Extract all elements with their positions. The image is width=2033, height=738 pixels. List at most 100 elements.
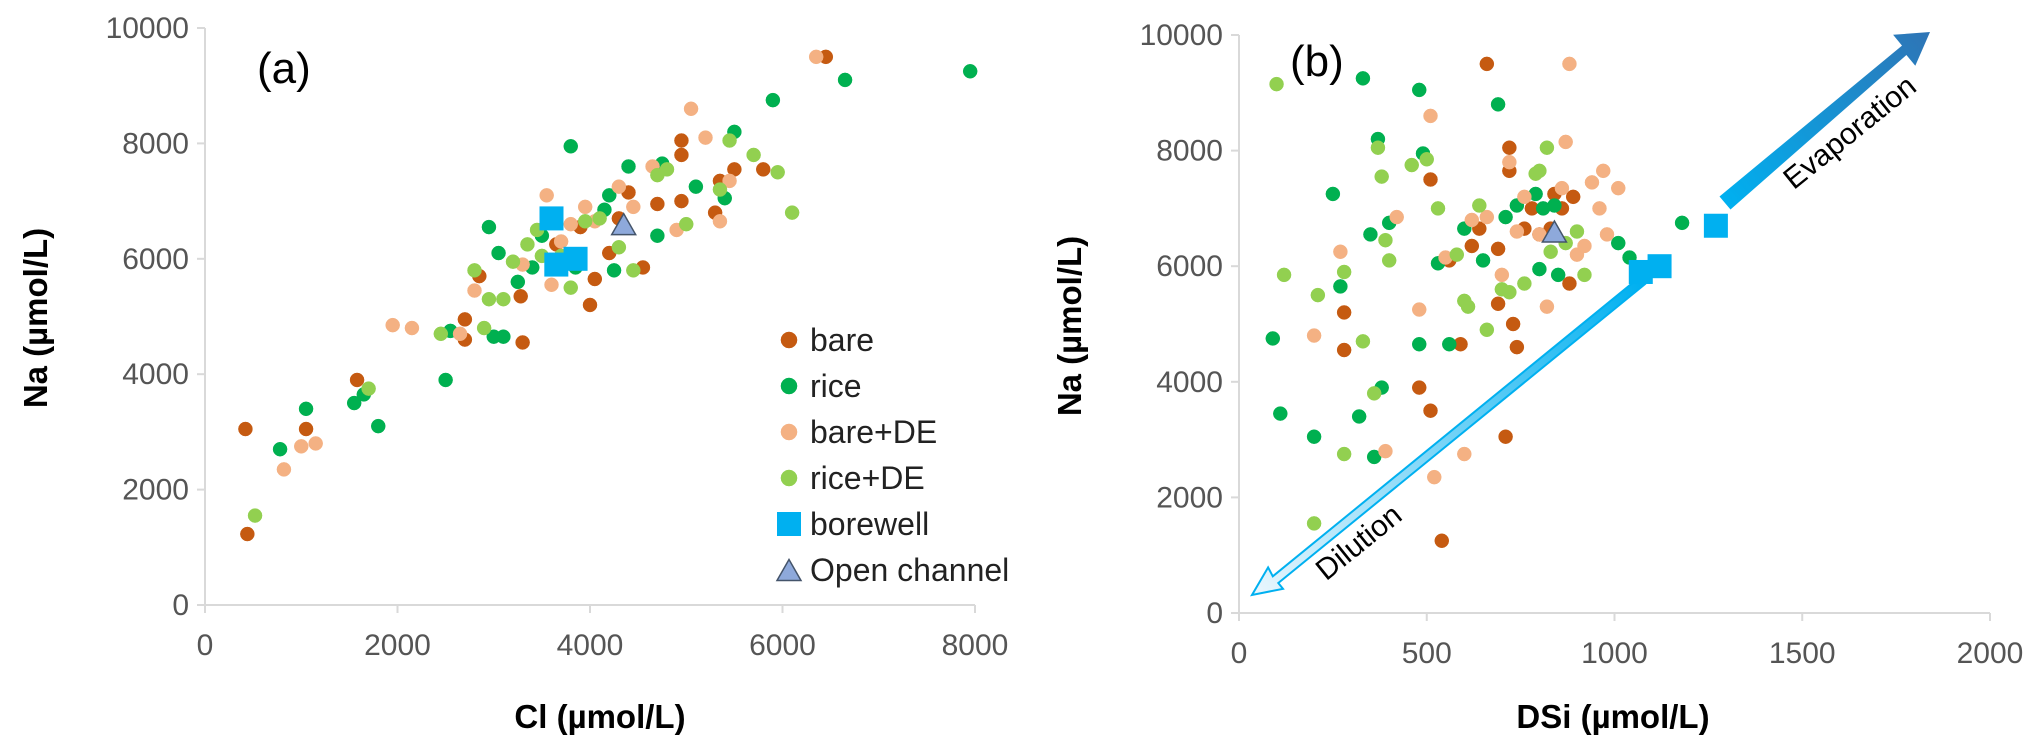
chart-b-point-rice [1611, 235, 1626, 251]
chart-a-point-rice [510, 274, 526, 290]
chart-b-point-borewell [1703, 213, 1728, 238]
chart-b-point-bare [1411, 380, 1427, 395]
chart-b-point-rice-plus-de [1404, 157, 1419, 173]
chart-b-point-bare-plus-de [1509, 224, 1525, 239]
chart-b-point-rice [1532, 261, 1547, 277]
chart-a-point-rice-plus-de [361, 381, 376, 396]
chart-b-point-bare-plus-de [1562, 56, 1577, 72]
chart-b-y-tick-label: 10000 [1140, 19, 1223, 52]
chart-b-point-rice-plus-de [1276, 267, 1292, 283]
chart-a-point-rice-plus-de [476, 320, 492, 336]
chart-a-point-bare [240, 526, 255, 542]
chart-b-point-rice [1306, 429, 1322, 444]
chart-b-point-rice-plus-de [1577, 267, 1592, 283]
chart-a-point-rice [438, 372, 453, 388]
chart-b-point-bare-plus-de [1539, 299, 1555, 314]
chart-b-point-rice-plus-de [1472, 198, 1487, 213]
chart-a-point-rice-plus-de [746, 147, 761, 163]
chart-a-point-rice [272, 441, 288, 457]
chart-b-point-bare-plus-de [1599, 227, 1615, 242]
chart-b-point-bare [1464, 238, 1480, 254]
chart-b-y-axis-title: Na (µmol/L) [1051, 236, 1088, 416]
chart-b-point-bare-plus-de [1517, 189, 1532, 205]
chart-a-point-rice [688, 179, 704, 194]
chart-a-point-rice [621, 159, 636, 174]
chart-a-y-tick-label: 4000 [122, 358, 189, 391]
chart-b-x-tick-label: 1500 [1769, 637, 1836, 670]
chart-b-point-rice-plus-de [1336, 264, 1352, 280]
legend-label-borewell: borewell [810, 506, 929, 542]
chart-b-point-rice-plus-de [1378, 232, 1393, 248]
chart-a-point-rice [602, 188, 617, 203]
chart-b-point-bare-plus-de [1333, 244, 1348, 259]
chart-b-point-rice-plus-de [1517, 276, 1532, 291]
chart-b-point-rice [1442, 336, 1457, 352]
legend-marker-bare-plus-de [780, 423, 798, 441]
chart-b-point-bare [1562, 276, 1577, 291]
chart-a-y-tick-label: 8000 [122, 127, 189, 160]
chart-a-point-bare-plus-de [467, 283, 482, 298]
chart-a-point-rice-plus-de [481, 291, 497, 307]
chart-a-point-rice-plus-de [247, 508, 263, 523]
chart-a-point-bare-plus-de [808, 49, 824, 65]
chart-a-point-rice [606, 263, 622, 278]
chart-b-point-rice [1490, 97, 1506, 112]
chart-b-point-bare [1490, 296, 1506, 312]
chart-a-point-rice [298, 401, 314, 417]
chart-b-point-bare [1565, 189, 1581, 205]
chart-b-point-rice [1547, 198, 1562, 213]
chart-a-point-bare [238, 421, 253, 437]
chart-b-point-rice-plus-de [1430, 201, 1446, 216]
chart-a-point-rice-plus-de [433, 326, 449, 342]
chart-b-point-bare-plus-de [1411, 302, 1427, 317]
chart-b-x-tick-label: 500 [1402, 637, 1452, 670]
chart-a-point-rice-plus-de [679, 216, 694, 232]
chart-b-point-bare [1502, 140, 1517, 155]
chart-a-point-rice [650, 228, 665, 243]
chart-a-point-bare-plus-de [308, 436, 323, 451]
chart-a-point-rice [496, 329, 511, 344]
chart-a-point-bare-plus-de [611, 179, 627, 194]
chart-a-point-rice-plus-de [611, 240, 627, 255]
chart-a-point-rice-plus-de [496, 291, 511, 307]
chart-b-point-bare [1490, 241, 1506, 257]
chart-b-point-bare-plus-de [1554, 180, 1570, 196]
evaporation-arrow [1719, 32, 1930, 210]
chart-b-point-bare [1509, 339, 1525, 355]
chart-a-point-bare-plus-de [276, 462, 292, 477]
chart-a-point-bare [587, 271, 603, 287]
chart-a-point-rice-plus-de [626, 263, 641, 278]
chart-a-point-bare-plus-de [553, 234, 569, 249]
chart-b-point-bare-plus-de [1378, 443, 1393, 459]
chart-b-point-bare [1423, 172, 1438, 187]
chart-a-point-bare-plus-de [294, 439, 309, 454]
chart-b-point-borewell [1647, 254, 1672, 279]
chart-a-legend: bare rice bare+DE rice+DE borewell Open chann… [775, 322, 1009, 588]
chart-b-y-tick-label: 2000 [1156, 481, 1223, 514]
chart-b-point-bare-plus-de [1306, 328, 1322, 343]
chart-b-y-tick-label: 0 [1206, 597, 1223, 630]
chart-b-point-bare-plus-de [1389, 209, 1404, 225]
chart-a-point-rice [837, 72, 853, 88]
chart-a-point-bare [513, 289, 528, 304]
chart-a-point-bare [650, 196, 665, 212]
chart-a: 0 2000 4000 6000 8000 10000 0 2000 4000 6000 8000… [17, 12, 1009, 735]
chart-a-x-tick-label: 0 [197, 629, 214, 662]
chart-a-point-bare [298, 421, 314, 437]
chart-a-point-borewell [563, 246, 588, 271]
chart-a-point-rice [962, 64, 978, 79]
chart-b-point-rice-plus-de [1543, 244, 1558, 259]
chart-b-point-rice [1333, 279, 1348, 294]
chart-b-point-bare-plus-de [1584, 175, 1600, 190]
dilution-arrow [1250, 275, 1647, 597]
chart-b-point-bare-plus-de [1427, 469, 1442, 485]
chart-a-point-bare [756, 162, 771, 177]
legend-marker-rice [780, 377, 798, 395]
chart-a-point-bare-plus-de [712, 214, 728, 229]
chart-b-point-rice-plus-de [1460, 299, 1476, 314]
chart-a-panel-label: (a) [257, 44, 311, 93]
chart-b-x-axis-title: DSi (µmol/L) [1516, 698, 1709, 735]
chart-b-point-rice-plus-de [1306, 516, 1322, 531]
